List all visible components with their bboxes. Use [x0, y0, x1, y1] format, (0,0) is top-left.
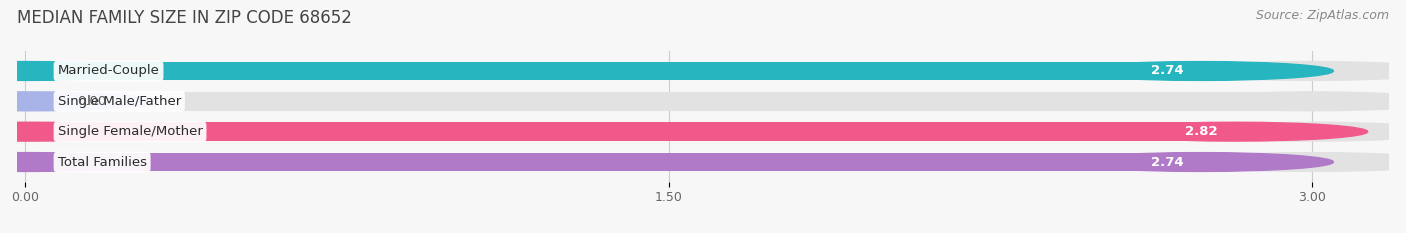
Text: 2.74: 2.74	[1150, 155, 1184, 168]
Text: Single Female/Mother: Single Female/Mother	[58, 125, 202, 138]
Circle shape	[1180, 92, 1406, 111]
Circle shape	[0, 153, 159, 171]
Bar	[25, 122, 1234, 141]
Circle shape	[0, 62, 159, 80]
Circle shape	[0, 122, 159, 141]
Text: 2.82: 2.82	[1185, 125, 1218, 138]
Circle shape	[1067, 62, 1333, 80]
Text: Total Families: Total Families	[58, 155, 146, 168]
Bar	[25, 153, 1201, 171]
Circle shape	[0, 62, 159, 80]
Text: Single Male/Father: Single Male/Father	[58, 95, 181, 108]
Bar	[25, 62, 1312, 80]
Circle shape	[1067, 153, 1333, 171]
Bar	[25, 62, 1201, 80]
Circle shape	[1102, 122, 1368, 141]
Circle shape	[1180, 153, 1406, 171]
Text: 0.00: 0.00	[77, 95, 107, 108]
Bar	[25, 153, 1312, 171]
Bar	[25, 122, 1312, 141]
Circle shape	[0, 92, 159, 111]
Text: Married-Couple: Married-Couple	[58, 65, 159, 78]
Circle shape	[0, 92, 159, 111]
Text: Source: ZipAtlas.com: Source: ZipAtlas.com	[1256, 9, 1389, 22]
Circle shape	[0, 122, 159, 141]
Text: 2.74: 2.74	[1150, 65, 1184, 78]
Text: MEDIAN FAMILY SIZE IN ZIP CODE 68652: MEDIAN FAMILY SIZE IN ZIP CODE 68652	[17, 9, 352, 27]
Circle shape	[1180, 122, 1406, 141]
Circle shape	[0, 153, 159, 171]
Circle shape	[1180, 62, 1406, 80]
Bar	[25, 92, 1312, 111]
